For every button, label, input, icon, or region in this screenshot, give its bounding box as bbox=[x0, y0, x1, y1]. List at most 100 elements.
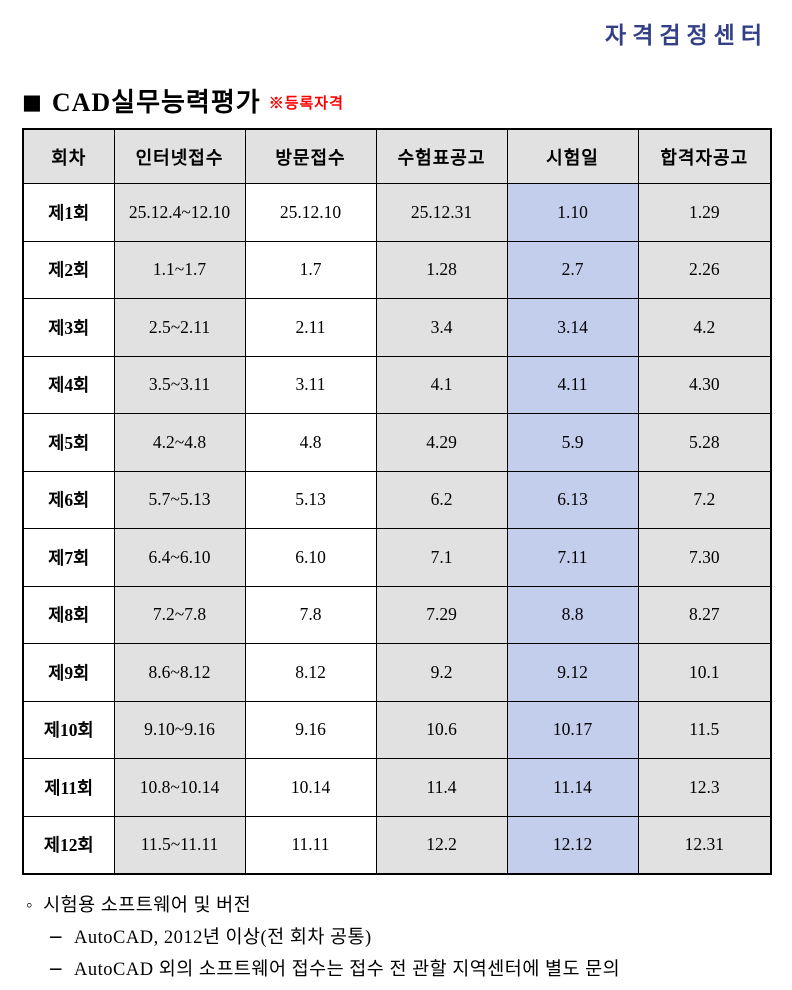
table-cell: 2.5~2.11 bbox=[113, 298, 246, 357]
column-header-visit-application: 방문접수 bbox=[244, 128, 377, 184]
table-cell: 1.29 bbox=[637, 183, 772, 242]
table-cell: 2.11 bbox=[244, 298, 377, 357]
table-cell: 4.8 bbox=[244, 413, 377, 472]
round-cell: 제6회 bbox=[22, 470, 115, 529]
table-cell: 8.6~8.12 bbox=[113, 643, 246, 702]
section-title: ■ CAD실무능력평가 ※등록자격 bbox=[22, 82, 344, 119]
table-cell: 3.11 bbox=[244, 355, 377, 414]
column-header-round: 회차 bbox=[22, 128, 115, 184]
table-row: 제9회 8.6~8.12 8.12 9.2 9.12 10.1 bbox=[22, 643, 772, 702]
exam-day-cell: 6.13 bbox=[506, 470, 639, 529]
round-cell: 제7회 bbox=[22, 528, 115, 587]
table-cell: 12.2 bbox=[375, 815, 508, 875]
table-cell: 10.8~10.14 bbox=[113, 758, 246, 817]
round-cell: 제3회 bbox=[22, 298, 115, 357]
table-row: 제11회 10.8~10.14 10.14 11.4 11.14 12.3 bbox=[22, 758, 772, 817]
table-row: 제12회 11.5~11.11 11.11 12.2 12.12 12.31 bbox=[22, 815, 772, 875]
exam-day-cell: 7.11 bbox=[506, 528, 639, 587]
round-cell: 제12회 bbox=[22, 815, 115, 875]
round-cell: 제2회 bbox=[22, 240, 115, 299]
exam-schedule-table: 회차 인터넷접수 방문접수 수험표공고 시험일 합격자공고 제1회 25.12.4… bbox=[22, 128, 772, 875]
round-cell: 제5회 bbox=[22, 413, 115, 472]
table-cell: 1.1~1.7 bbox=[113, 240, 246, 299]
table-cell: 8.27 bbox=[637, 585, 772, 644]
table-cell: 9.2 bbox=[375, 643, 508, 702]
table-cell: 7.2~7.8 bbox=[113, 585, 246, 644]
round-cell: 제11회 bbox=[22, 758, 115, 817]
table-cell: 2.26 bbox=[637, 240, 772, 299]
table-cell: 11.5~11.11 bbox=[113, 815, 246, 875]
table-cell: 25.12.31 bbox=[375, 183, 508, 242]
table-row: 제1회 25.12.4~12.10 25.12.10 25.12.31 1.10 1.29 bbox=[22, 183, 772, 242]
table-row: 제2회 1.1~1.7 1.7 1.28 2.7 2.26 bbox=[22, 240, 772, 299]
exam-day-cell: 9.12 bbox=[506, 643, 639, 702]
table-cell: 11.4 bbox=[375, 758, 508, 817]
round-cell: 제10회 bbox=[22, 700, 115, 759]
note-heading-text: 시험용 소프트웨어 및 버전 bbox=[43, 896, 252, 916]
exam-day-cell: 4.11 bbox=[506, 355, 639, 414]
dash-bullet-icon: − bbox=[48, 959, 65, 980]
column-header-exam-day: 시험일 bbox=[506, 128, 639, 184]
table-body: 제1회 25.12.4~12.10 25.12.10 25.12.31 1.10 1.29… bbox=[22, 183, 772, 875]
table-cell: 1.28 bbox=[375, 240, 508, 299]
table-cell: 4.2~4.8 bbox=[113, 413, 246, 472]
table-cell: 3.5~3.11 bbox=[113, 355, 246, 414]
dash-bullet-icon: − bbox=[48, 927, 65, 948]
table-cell: 11.5 bbox=[637, 700, 772, 759]
table-cell: 5.7~5.13 bbox=[113, 470, 246, 529]
table-cell: 12.3 bbox=[637, 758, 772, 817]
round-cell: 제1회 bbox=[22, 183, 115, 242]
table-row: 제10회 9.10~9.16 9.16 10.6 10.17 11.5 bbox=[22, 700, 772, 759]
table-cell: 10.1 bbox=[637, 643, 772, 702]
column-header-pass-notice: 합격자공고 bbox=[637, 128, 772, 184]
table-cell: 6.10 bbox=[244, 528, 377, 587]
round-cell: 제4회 bbox=[22, 355, 115, 414]
table-cell: 8.12 bbox=[244, 643, 377, 702]
table-cell: 5.13 bbox=[244, 470, 377, 529]
table-row: 제7회 6.4~6.10 6.10 7.1 7.11 7.30 bbox=[22, 528, 772, 587]
table-cell: 6.4~6.10 bbox=[113, 528, 246, 587]
table-row: 제3회 2.5~2.11 2.11 3.4 3.14 4.2 bbox=[22, 298, 772, 357]
exam-day-cell: 1.10 bbox=[506, 183, 639, 242]
note-item-line: − AutoCAD, 2012년 이상(전 회차 공통) bbox=[26, 922, 620, 954]
square-bullet-icon: ■ bbox=[22, 90, 42, 114]
table-cell: 10.6 bbox=[375, 700, 508, 759]
registered-qualification-note: ※등록자격 bbox=[268, 96, 344, 112]
table-cell: 7.1 bbox=[375, 528, 508, 587]
exam-day-cell: 3.14 bbox=[506, 298, 639, 357]
round-cell: 제9회 bbox=[22, 643, 115, 702]
table-row: 제8회 7.2~7.8 7.8 7.29 8.8 8.27 bbox=[22, 585, 772, 644]
table-row: 제5회 4.2~4.8 4.8 4.29 5.9 5.28 bbox=[22, 413, 772, 472]
note-item-text: AutoCAD 외의 소프트웨어 접수는 접수 전 관할 지역센터에 별도 문의 bbox=[74, 960, 621, 980]
circle-bullet-icon: ◦ bbox=[26, 896, 34, 916]
table-cell: 12.31 bbox=[637, 815, 772, 875]
table-cell: 1.7 bbox=[244, 240, 377, 299]
exam-day-cell: 10.17 bbox=[506, 700, 639, 759]
exam-day-cell: 2.7 bbox=[506, 240, 639, 299]
table-cell: 25.12.4~12.10 bbox=[113, 183, 246, 242]
note-item-text: AutoCAD, 2012년 이상(전 회차 공통) bbox=[74, 928, 372, 948]
org-label: 자격검정센터 bbox=[605, 23, 768, 48]
exam-day-cell: 5.9 bbox=[506, 413, 639, 472]
table-cell: 11.11 bbox=[244, 815, 377, 875]
exam-day-cell: 11.14 bbox=[506, 758, 639, 817]
table-cell: 9.16 bbox=[244, 700, 377, 759]
table-cell: 4.2 bbox=[637, 298, 772, 357]
table-cell: 7.30 bbox=[637, 528, 772, 587]
table-cell: 10.14 bbox=[244, 758, 377, 817]
table-row: 제6회 5.7~5.13 5.13 6.2 6.13 7.2 bbox=[22, 470, 772, 529]
exam-day-cell: 8.8 bbox=[506, 585, 639, 644]
note-item-line: − AutoCAD 외의 소프트웨어 접수는 접수 전 관할 지역센터에 별도 문… bbox=[26, 954, 620, 986]
table-cell: 7.8 bbox=[244, 585, 377, 644]
table-cell: 9.10~9.16 bbox=[113, 700, 246, 759]
section-title-text: CAD실무능력평가 bbox=[51, 88, 261, 117]
column-header-exam-slip-notice: 수험표공고 bbox=[375, 128, 508, 184]
table-cell: 5.28 bbox=[637, 413, 772, 472]
round-cell: 제8회 bbox=[22, 585, 115, 644]
table-cell: 7.2 bbox=[637, 470, 772, 529]
table-cell: 4.29 bbox=[375, 413, 508, 472]
table-cell: 4.30 bbox=[637, 355, 772, 414]
notes-section: ◦ 시험용 소프트웨어 및 버전 − AutoCAD, 2012년 이상(전 회차 … bbox=[26, 890, 620, 986]
note-heading-line: ◦ 시험용 소프트웨어 및 버전 bbox=[26, 890, 620, 922]
